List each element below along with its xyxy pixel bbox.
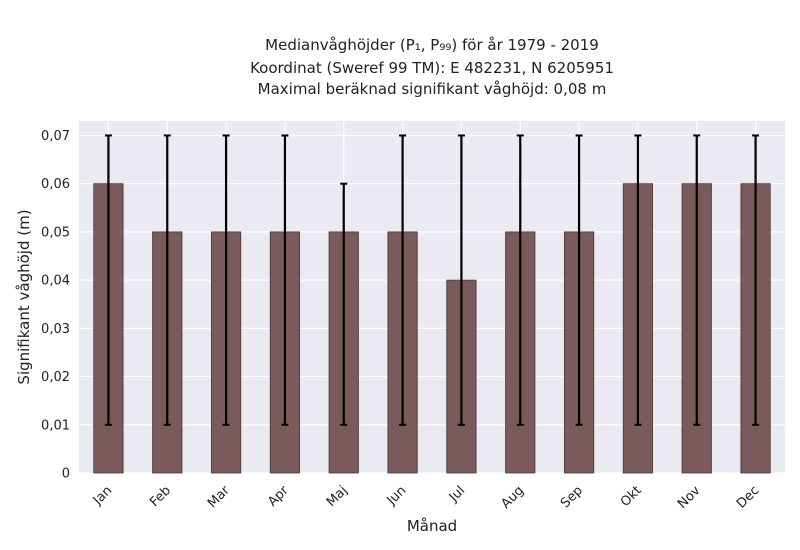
x-tick-label: Jan [90, 483, 115, 508]
x-tick-label: Feb [147, 483, 174, 510]
x-tick-label: Maj [324, 483, 351, 510]
y-tick-label: 0,05 [41, 225, 70, 240]
y-tick-label: 0,06 [41, 177, 70, 192]
chart-title-line-1: Medianvåghöjder (P₁, P₉₉) för år 1979 - … [265, 36, 599, 54]
x-tick-label: Nov [675, 483, 704, 512]
x-tick-label: Mar [205, 483, 233, 511]
x-axis-label: Månad [407, 517, 457, 535]
y-tick-label: 0,02 [41, 370, 70, 385]
plot-area [79, 121, 785, 473]
chart-title-line-2: Koordinat (Sweref 99 TM): E 482231, N 62… [250, 59, 614, 77]
y-tick-label: 0,04 [41, 274, 70, 289]
y-tick-label: 0,01 [41, 418, 70, 433]
x-tick-label: Okt [618, 483, 645, 510]
x-tick-label: Jun [384, 483, 410, 509]
x-tick-label: Dec [734, 483, 762, 511]
chart-title-line-3: Maximal beräknad signifikant våghöjd: 0,… [257, 80, 607, 98]
x-tick-label: Aug [499, 483, 528, 512]
x-tick-label: Sep [558, 483, 586, 511]
y-axis-label: Signifikant våghöjd (m) [15, 209, 33, 384]
y-tick-label: 0,03 [41, 322, 70, 337]
x-tick-label: Jul [446, 483, 468, 505]
y-tick-label: 0,07 [41, 129, 70, 144]
x-tick-label: Apr [265, 483, 292, 510]
y-tick-label: 0 [62, 467, 70, 482]
